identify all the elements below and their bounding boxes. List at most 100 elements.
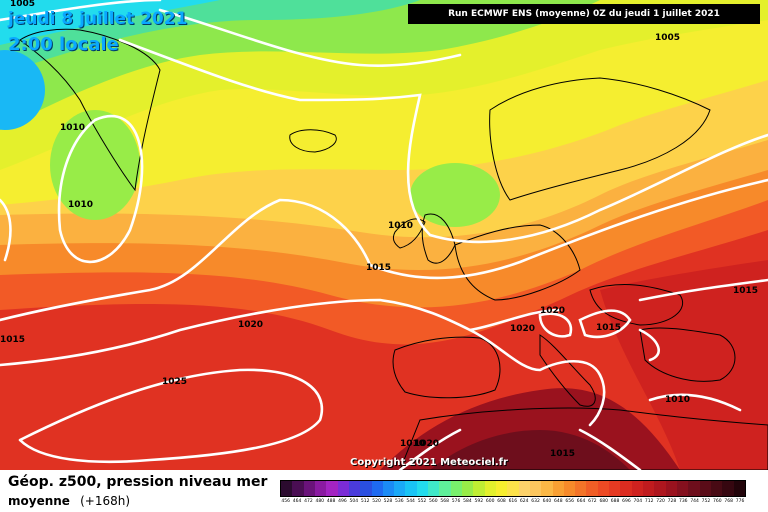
color-scale-swatch [609, 481, 621, 496]
color-scale-legend: 456 464 472 480 488 496 504 512 520 528 536 544 552 5… [280, 480, 746, 507]
color-scale-swatch [450, 481, 462, 496]
color-scale-swatch [654, 481, 666, 496]
isobar-label: 1020 [414, 439, 439, 449]
color-scale-swatch [382, 481, 395, 496]
color-scale-swatch [699, 481, 711, 496]
color-scale-label: 712 [644, 499, 654, 504]
color-scale-labels: 456 464 472 480 488 496 504 512 520 528 536 544 552 5… [280, 497, 746, 507]
pressure-map: 1005 1005 1010 1010 1010 1015 1020 1025 … [0, 0, 768, 470]
color-scale-swatch [529, 481, 542, 496]
isobars [0, 0, 768, 470]
isobar-label: 1025 [162, 377, 187, 387]
color-scale-swatch [620, 481, 632, 496]
isobar-label: 1020 [510, 324, 535, 334]
color-scale-label: 504 [349, 499, 359, 504]
color-scale-swatch [665, 481, 677, 496]
color-scale-swatch [281, 481, 293, 496]
color-scale-label: 576 [451, 499, 461, 504]
color-scale-swatch [586, 481, 598, 496]
color-scale-label: 496 [338, 499, 347, 504]
color-scale-label: 488 [326, 499, 336, 504]
color-scale-swatch [541, 481, 553, 496]
color-scale-label: 608 [497, 499, 506, 504]
isobar-label: 1015 [550, 449, 575, 459]
color-scale-label: 752 [701, 499, 711, 504]
color-scale-label: 456 [281, 499, 290, 504]
color-scale-swatch [710, 481, 723, 496]
copyright-text: Copyright 2021 Meteociel.fr [350, 457, 508, 468]
color-scale-label: 648 [554, 499, 563, 504]
color-scale-label: 744 [690, 499, 699, 504]
color-scale-swatch [518, 481, 530, 496]
isobar-label: 1020 [540, 306, 565, 316]
color-scale-swatch [348, 481, 361, 496]
color-scale-swatch [314, 481, 327, 496]
isobar-label: 1015 [733, 286, 758, 296]
color-scale-label: 760 [713, 499, 722, 504]
color-scale-label: 552 [417, 499, 427, 504]
color-scale-swatch [597, 481, 610, 496]
color-scale-label: 528 [383, 499, 393, 504]
color-scale-label: 512 [360, 499, 370, 504]
isobar-label: 1015 [366, 263, 391, 273]
color-scale-swatch [416, 481, 429, 496]
color-scale-label: 672 [588, 499, 597, 504]
isobar-label: 1015 [596, 323, 621, 333]
isobar-label: 1010 [388, 221, 413, 231]
color-scale-swatch [676, 481, 689, 496]
color-scale-swatch [473, 481, 485, 496]
color-scale-bar [280, 480, 746, 497]
color-scale-swatch [643, 481, 655, 496]
color-scale-label: 736 [678, 499, 688, 504]
color-scale-swatch [631, 481, 643, 496]
isobar-label-group: 1005 1005 1010 1010 1010 1015 1020 1025 … [0, 0, 758, 459]
color-scale-label: 544 [406, 499, 415, 504]
isobar-label: 1015 [0, 335, 25, 345]
color-scale-swatch [495, 481, 508, 496]
color-scale-swatch [688, 481, 700, 496]
forecast-date: jeudi 8 juillet 2021 [8, 9, 188, 29]
color-scale-swatch [360, 481, 372, 496]
forecast-time: 2:00 locale [8, 34, 119, 55]
caption-lead-time: (+168h) [80, 494, 131, 508]
isobar-label: 1010 [68, 200, 93, 210]
color-scale-label: 624 [519, 499, 529, 504]
color-scale-label: 664 [576, 499, 586, 504]
color-scale-label: 480 [315, 499, 325, 504]
color-scale-label: 584 [463, 499, 472, 504]
isobar-label: 1005 [10, 0, 35, 9]
color-scale-swatch [405, 481, 417, 496]
map-caption-title: Géop. z500, pression niveau mer [8, 474, 268, 490]
color-scale-swatch [462, 481, 474, 496]
color-scale-label: 768 [724, 499, 733, 504]
color-scale-label: 728 [667, 499, 677, 504]
color-scale-swatch [428, 481, 440, 496]
color-scale-swatch [575, 481, 587, 496]
color-scale-swatch [733, 481, 745, 496]
color-scale-label: 464 [292, 499, 302, 504]
color-scale-label: 520 [372, 499, 381, 504]
color-scale-label: 600 [485, 499, 495, 504]
isobar-label: 1005 [655, 33, 680, 43]
map-footer: Géop. z500, pression niveau mer moyenne … [0, 470, 768, 512]
color-scale-swatch [563, 481, 576, 496]
color-scale-swatch [484, 481, 496, 496]
color-scale-label: 696 [622, 499, 631, 504]
color-scale-label: 616 [508, 499, 518, 504]
color-scale-label: 656 [565, 499, 574, 504]
isobar-label: 1010 [60, 123, 85, 133]
color-scale-swatch [337, 481, 349, 496]
color-scale-label: 776 [735, 499, 745, 504]
color-scale-swatch [326, 481, 338, 496]
model-run-banner: Run ECMWF ENS (moyenne) 0Z du jeudi 1 ju… [408, 4, 760, 24]
color-scale-label: 568 [440, 499, 449, 504]
color-scale-swatch [303, 481, 315, 496]
isobar-label: 1010 [400, 439, 425, 449]
isobar-label: 1010 [665, 395, 690, 405]
color-scale-swatch [292, 481, 304, 496]
coastline-outlines [19, 28, 768, 470]
color-scale-swatch [552, 481, 564, 496]
color-scale-swatch [722, 481, 734, 496]
color-scale-label: 632 [531, 499, 540, 504]
